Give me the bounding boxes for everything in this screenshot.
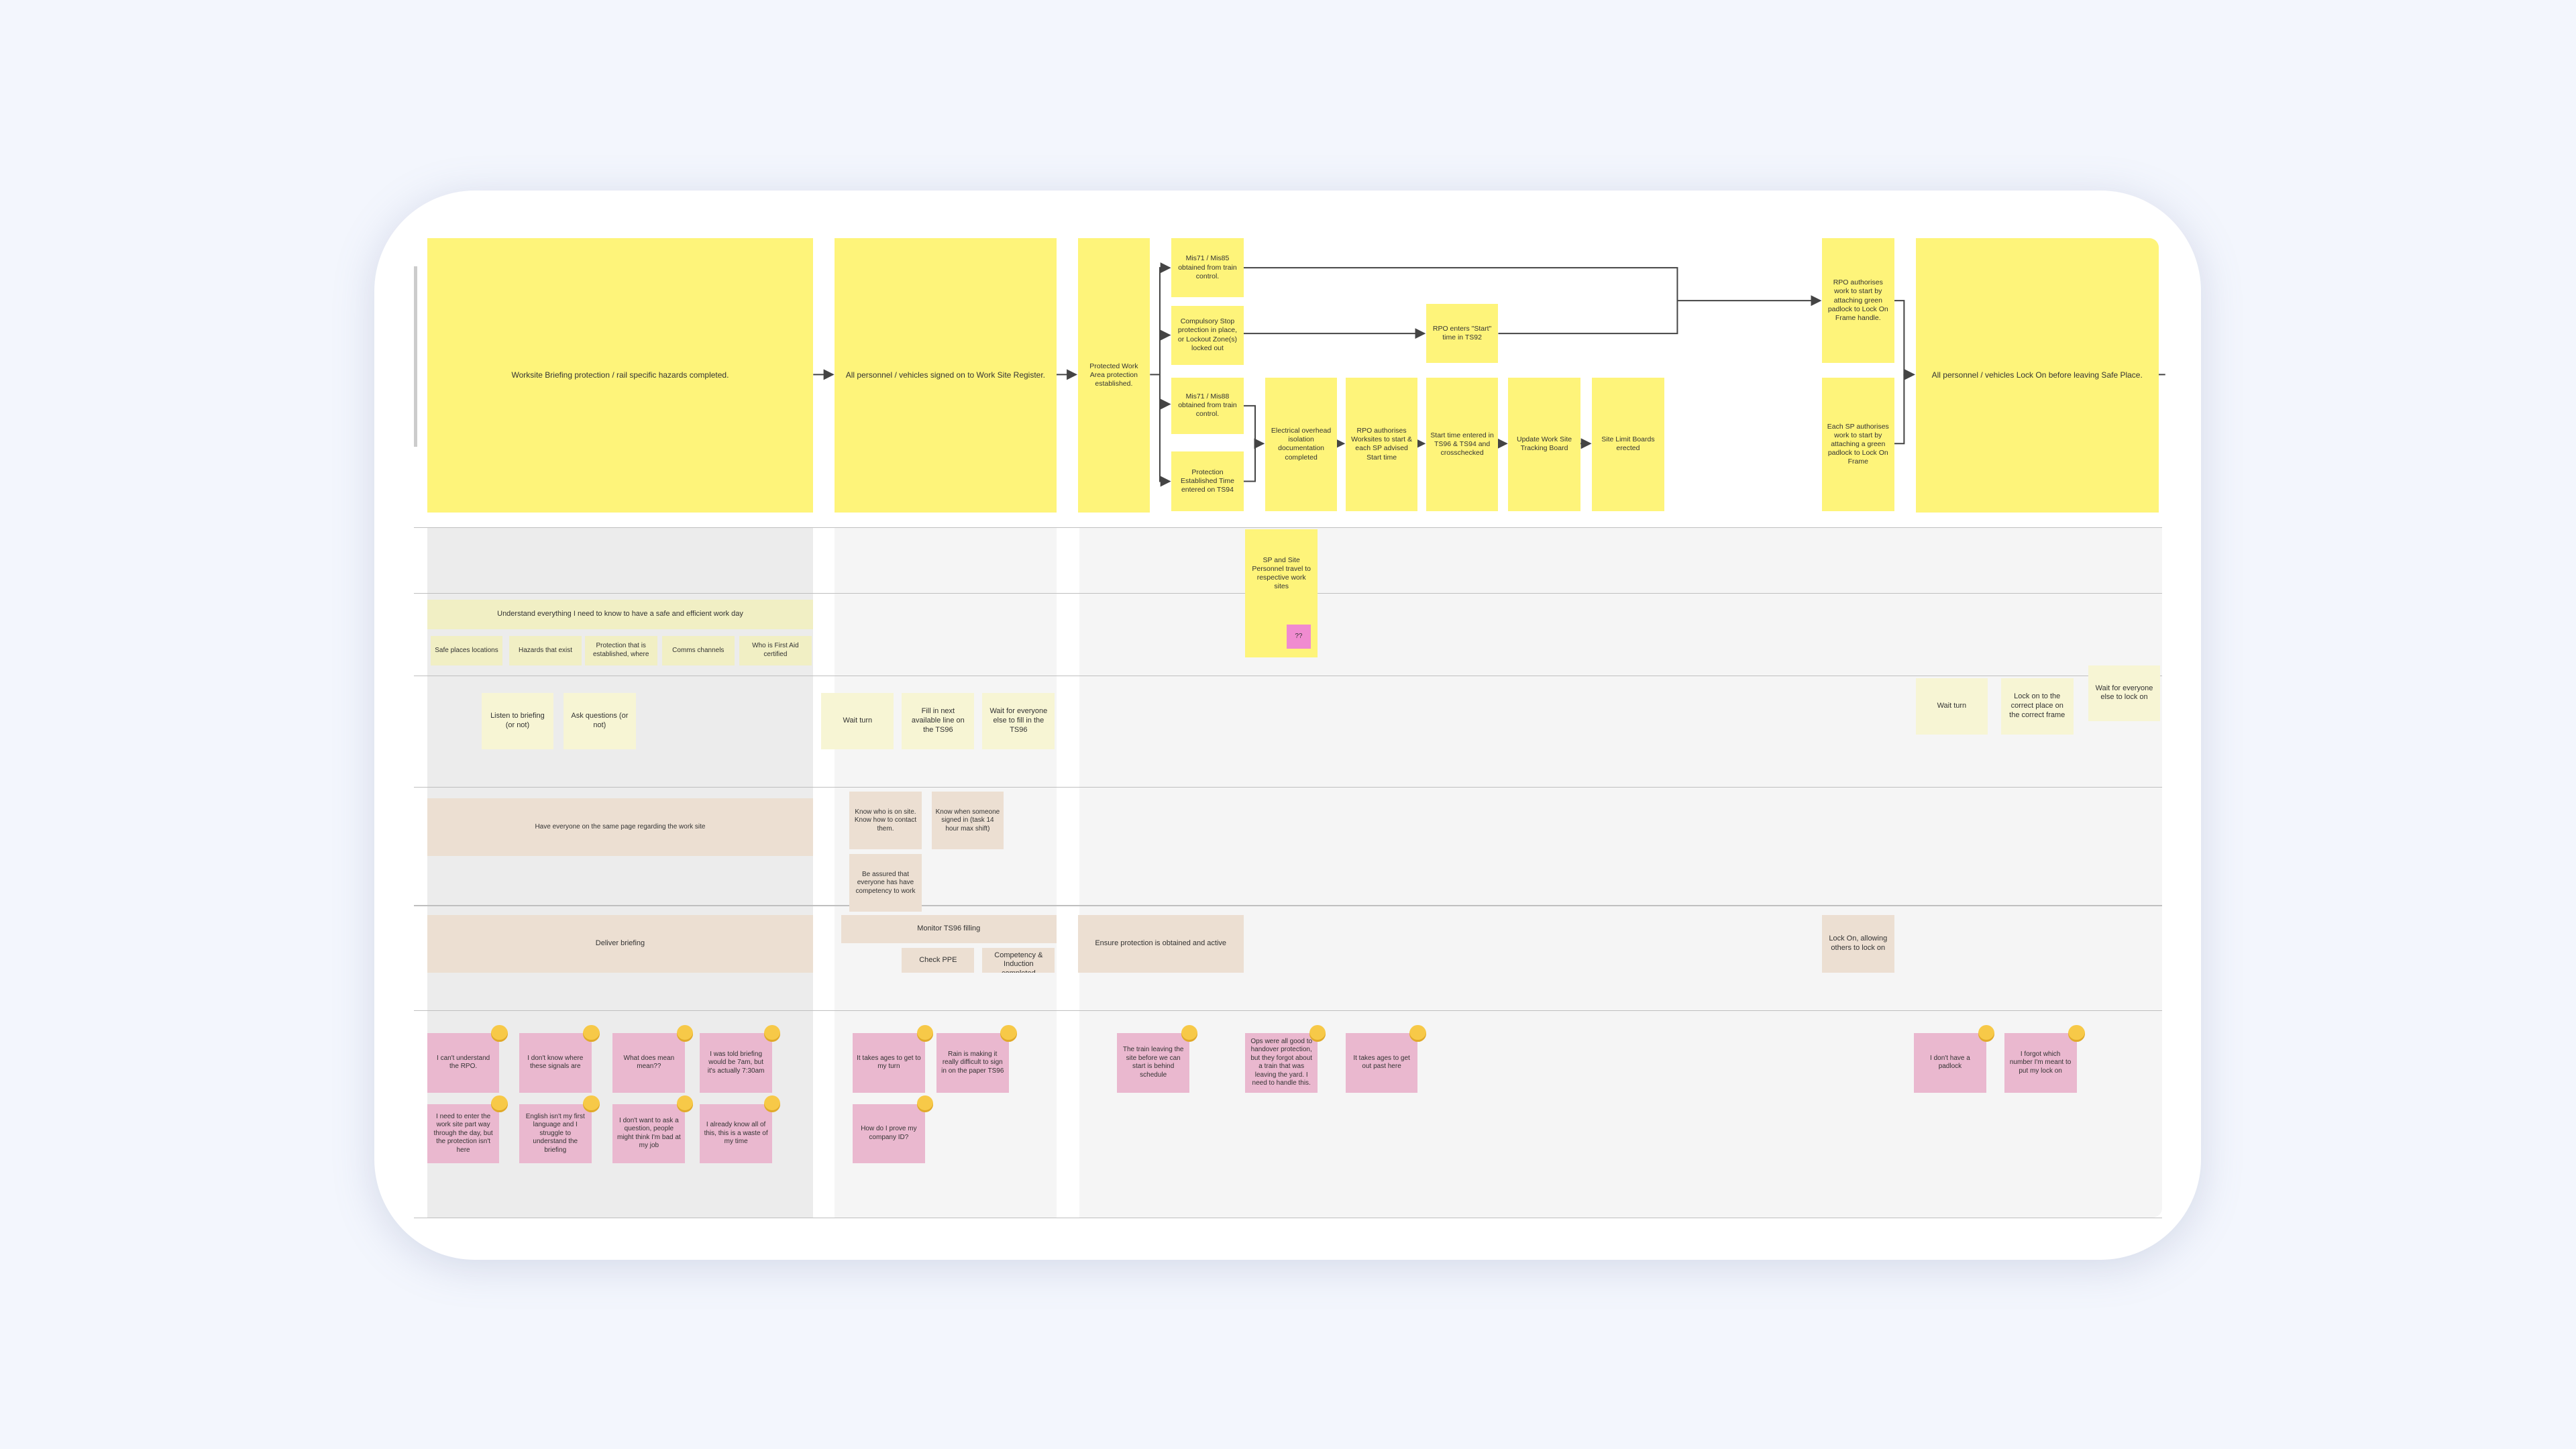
- emoji: [1181, 1025, 1198, 1042]
- process-step: Worksite Briefing protection / rail spec…: [427, 238, 814, 513]
- emoji: [1000, 1025, 1017, 1042]
- task-note: Check PPE: [902, 948, 975, 973]
- pain-point: I forgot which number I'm meant to put m…: [2004, 1033, 2077, 1093]
- pain-point: What does mean mean??: [612, 1033, 686, 1093]
- pain-point: It takes ages to get out past here: [1345, 1033, 1418, 1093]
- process-step: Compulsory Stop protection in place, or …: [1171, 305, 1244, 365]
- pain-point: I can't understand the RPO.: [427, 1033, 500, 1093]
- task-note: Deliver briefing: [427, 915, 814, 973]
- need-note: Have everyone on the same page regarding…: [427, 798, 814, 856]
- emoji: [916, 1095, 933, 1112]
- action-note: Ask questions (or not): [564, 693, 636, 749]
- process-step: All personnel / vehicles Lock On before …: [1915, 238, 2159, 513]
- emoji: [763, 1025, 781, 1042]
- emoji: [491, 1095, 508, 1112]
- action-note: Wait turn: [1915, 678, 1988, 735]
- emoji: [676, 1095, 694, 1112]
- process-step: Each SP authorises work to start by atta…: [1821, 378, 1894, 511]
- process-step: Protected Work Area protection establish…: [1077, 238, 1150, 513]
- pain-point: I don't know where these signals are: [519, 1033, 592, 1093]
- pain-point: Rain is making it really difficult to si…: [936, 1033, 1009, 1093]
- action-note: Wait for everyone else to lock on: [2088, 665, 2161, 722]
- action-note: Fill in next available line on the TS96: [902, 693, 975, 749]
- knowledge-need: Comms channels: [661, 635, 735, 665]
- emoji: [676, 1025, 694, 1042]
- lane-divider: [414, 1010, 2162, 1012]
- pain-point: I don't want to ask a question, people m…: [612, 1104, 686, 1163]
- process-step: Start time entered in TS96 & TS94 and cr…: [1426, 378, 1499, 511]
- process-step: Protection Established Time entered on T…: [1171, 451, 1244, 511]
- lane-divider: [414, 905, 2162, 906]
- process-step: Site Limit Boards erected: [1592, 378, 1664, 511]
- process-step: Electrical overhead isolation documentat…: [1265, 378, 1338, 511]
- process-step: RPO enters "Start" time in TS92: [1426, 304, 1499, 364]
- lane-divider: [414, 787, 2162, 788]
- emoji: [583, 1095, 600, 1112]
- action-note: Listen to briefing (or not): [481, 693, 554, 749]
- process-step: Mis71 / Mis88 obtained from train contro…: [1171, 378, 1244, 434]
- unknown-note: ??: [1286, 624, 1311, 649]
- column-bg: [1079, 527, 2162, 1218]
- pain-point: The train leaving the site before we can…: [1117, 1033, 1190, 1093]
- knowledge-need: Protection that is established, where: [584, 635, 657, 665]
- task-note: Ensure protection is obtained and active: [1077, 915, 1244, 973]
- need-note: Be assured that everyone has have compet…: [849, 854, 922, 912]
- process-step: Update Work Site Tracking Board: [1508, 378, 1580, 511]
- knowledge-need: Who is First Aid certified: [739, 635, 812, 665]
- process-step: RPO authorises work to start by attachin…: [1821, 238, 1894, 364]
- knowledge-need: Safe places locations: [430, 635, 503, 665]
- emoji: [763, 1095, 781, 1112]
- emoji: [1409, 1025, 1426, 1042]
- pain-point: I already know all of this, this is a wa…: [700, 1104, 772, 1163]
- emoji: [491, 1025, 508, 1042]
- pain-point: I don't have a padlock: [1914, 1033, 1986, 1093]
- pain-point: English isn't my first language and I st…: [519, 1104, 592, 1163]
- pain-point: It takes ages to get to my turn: [853, 1033, 925, 1093]
- action-note: Lock on to the correct place on the corr…: [2000, 678, 2074, 735]
- process-step: All personnel / vehicles signed on to Wo…: [835, 238, 1057, 513]
- process-step: RPO authorises Worksites to start & each…: [1345, 378, 1418, 511]
- pain-point: I was told briefing would be 7am, but it…: [700, 1033, 772, 1093]
- lane-divider: [414, 527, 2162, 529]
- emoji: [2068, 1025, 2085, 1042]
- emoji: [1309, 1025, 1326, 1042]
- need-note: Know when someone signed in (task 14 hou…: [931, 792, 1004, 850]
- emoji: [1978, 1025, 1995, 1042]
- action-note: Wait for everyone else to fill in the TS…: [982, 693, 1055, 749]
- pain-point: Ops were all good to handover protection…: [1245, 1033, 1318, 1093]
- emoji: [583, 1025, 600, 1042]
- task-note: Lock On, allowing others to lock on: [1821, 915, 1894, 973]
- lane-bracket: [414, 266, 418, 447]
- knowledge-need: Hazards that exist: [509, 635, 582, 665]
- goal-note: Understand everything I need to know to …: [427, 599, 814, 629]
- task-note: Check Competency & Induction completed: [982, 948, 1055, 973]
- pain-point: I need to enter the work site part way t…: [427, 1104, 500, 1163]
- need-note: Know who is on site. Know how to contact…: [849, 792, 922, 850]
- task-note: Monitor TS96 filling: [841, 915, 1057, 943]
- pain-point: How do I prove my company ID?: [853, 1104, 925, 1163]
- process-step: Mis71 / Mis85 obtained from train contro…: [1171, 238, 1244, 298]
- action-note: Wait turn: [821, 693, 894, 749]
- emoji: [916, 1025, 933, 1042]
